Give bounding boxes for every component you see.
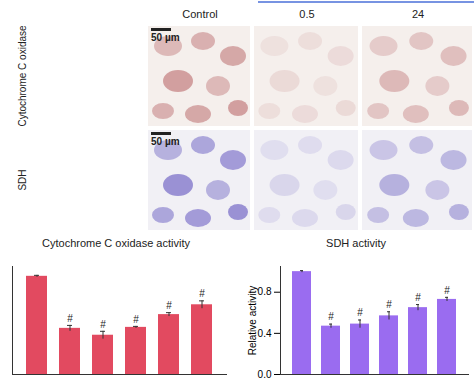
svg-text:#: # bbox=[415, 292, 421, 303]
svg-text:#: # bbox=[67, 313, 73, 324]
html-text:Cytochrome C oxidase activity: Cytochrome C oxidase activity bbox=[42, 237, 190, 249]
svg-text:Cytochrome C oxidase: Cytochrome C oxidase bbox=[17, 25, 28, 127]
svg-text:#: # bbox=[444, 285, 450, 296]
svg-text:#: # bbox=[386, 299, 392, 310]
svg-text:#: # bbox=[328, 311, 334, 322]
svg-text:50 µm: 50 µm bbox=[151, 136, 180, 147]
svg-text:Control: Control bbox=[182, 8, 217, 20]
svg-text:#: # bbox=[100, 319, 106, 330]
svg-text:#: # bbox=[133, 314, 139, 325]
svg-text:0.8: 0.8 bbox=[258, 286, 272, 297]
svg-text:#: # bbox=[166, 300, 172, 311]
svg-text:0.5: 0.5 bbox=[299, 8, 314, 20]
svg-text:0.4: 0.4 bbox=[258, 328, 272, 339]
svg-text:24: 24 bbox=[412, 8, 424, 20]
svg-text:#: # bbox=[357, 307, 363, 318]
svg-text:#: # bbox=[199, 288, 205, 299]
svg-text:SDH: SDH bbox=[17, 169, 28, 190]
svg-text:Relative activity: Relative activity bbox=[247, 286, 258, 355]
html-text:SDH activity: SDH activity bbox=[326, 237, 386, 249]
svg-text:0.0: 0.0 bbox=[258, 369, 272, 380]
svg-text:50 µm: 50 µm bbox=[151, 32, 180, 43]
